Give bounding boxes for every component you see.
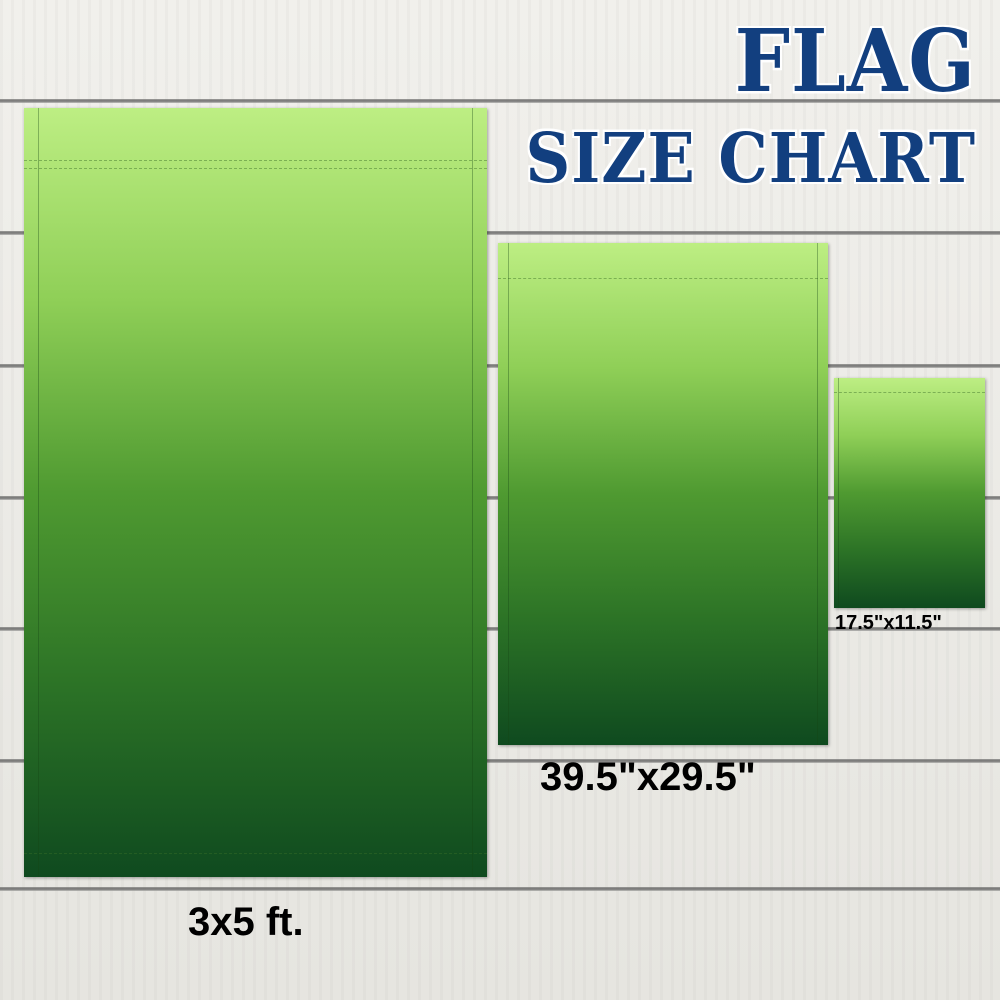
title-line-1: FLAG: [734, 12, 976, 113]
plank-seam: [0, 231, 1000, 235]
flag-small-size-label: 17.5"x11.5": [835, 612, 942, 634]
flag-large: [24, 108, 487, 877]
plank-seam: [0, 759, 1000, 763]
plank-seam: [0, 99, 1000, 103]
flag-small: [834, 378, 985, 608]
title-line-2: SIZE CHART: [525, 118, 976, 199]
plank-seam: [0, 887, 1000, 891]
flag-large-size-label: 3x5 ft.: [188, 900, 304, 944]
flag-medium-size-label: 39.5"x29.5": [540, 755, 756, 799]
flag-medium: [498, 243, 828, 745]
